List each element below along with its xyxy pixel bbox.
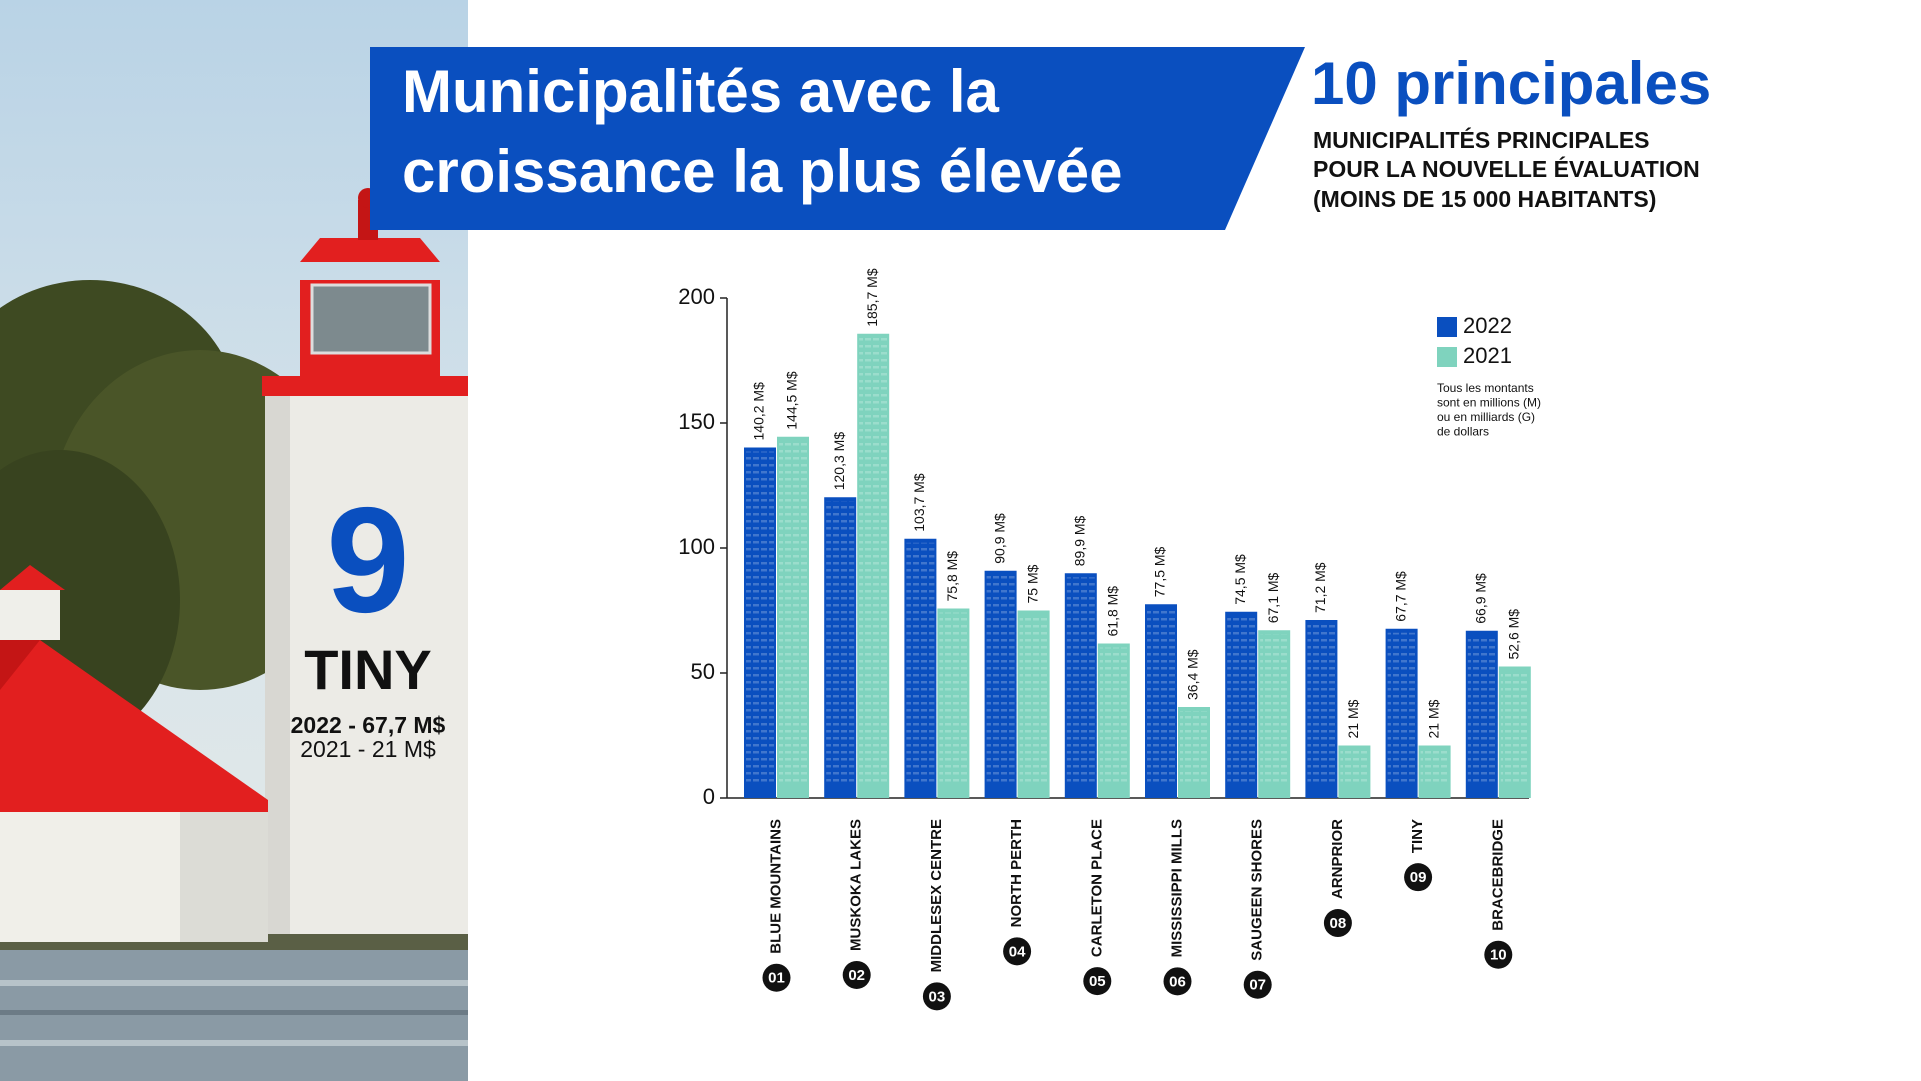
value-label: 66,9 M$ <box>1473 573 1489 624</box>
bar-texture <box>1340 749 1369 784</box>
value-label: 77,5 M$ <box>1152 546 1168 597</box>
bar-texture <box>939 612 968 784</box>
bar-texture <box>1180 711 1208 784</box>
rank-badge-label: 08 <box>1330 915 1347 932</box>
rank-2021: 2021 - 21 M$ <box>300 736 436 762</box>
rank-2022: 2022 - 67,7 M$ <box>291 712 446 738</box>
title-banner <box>370 47 1305 230</box>
rank-badge <box>762 963 791 992</box>
value-label: 21 M$ <box>1425 699 1441 738</box>
note: sont en millions (M) <box>1437 396 1541 410</box>
legend-swatch <box>1437 317 1457 337</box>
subtitle-line: POUR LA NOUVELLE ÉVALUATION <box>1313 155 1700 182</box>
bar-texture <box>1227 615 1256 784</box>
bar-texture <box>859 337 888 784</box>
x-tick-label: MUSKOKA LAKES <box>848 819 865 951</box>
rank-badge <box>1404 863 1433 892</box>
rank-badge <box>1243 970 1272 999</box>
value-label: 185,7 M$ <box>864 268 880 327</box>
value-label: 103,7 M$ <box>911 473 927 532</box>
rank-badge <box>1003 937 1032 966</box>
subtitle-line: (MOINS DE 15 000 HABITANTS) <box>1313 186 1656 212</box>
rank-badge-label: 07 <box>1249 977 1266 994</box>
rank-badge-label: 04 <box>1009 943 1026 960</box>
bar-texture <box>1387 632 1416 784</box>
rank-badge-label: 09 <box>1410 869 1427 886</box>
value-label: 140,2 M$ <box>751 382 767 441</box>
y-tick-label: 200 <box>678 284 715 309</box>
bar-texture <box>906 542 935 784</box>
rank-badge <box>1484 940 1513 969</box>
rank-badge-label: 06 <box>1169 973 1186 990</box>
bar-texture <box>779 440 807 784</box>
value-label: 52,6 M$ <box>1506 609 1522 660</box>
bar-texture <box>1307 624 1336 784</box>
top-heading: 10 principales <box>1311 50 1711 117</box>
y-tick-label: 100 <box>678 534 715 559</box>
x-tick-label: MIDDLESEX CENTRE <box>928 819 945 972</box>
rank-badge-label: 01 <box>768 970 785 987</box>
bar-texture <box>1500 670 1529 784</box>
x-tick-label: TINY <box>1409 819 1426 853</box>
x-tick-label: NORTH PERTH <box>1008 819 1025 927</box>
bar-texture <box>1420 749 1449 784</box>
x-tick-label: CARLETON PLACE <box>1088 819 1105 957</box>
rank-number: 9 <box>326 476 409 644</box>
rank-badge-label: 05 <box>1089 973 1106 990</box>
x-tick-label: MISSISSIPPI MILLS <box>1168 819 1185 957</box>
rank-badge-label: 10 <box>1490 947 1507 964</box>
note: ou en milliards (G) <box>1437 410 1535 424</box>
title-line: Municipalités avec la <box>402 58 1000 125</box>
value-label: 61,8 M$ <box>1105 586 1121 637</box>
rank-badge <box>922 982 951 1011</box>
value-label: 74,5 M$ <box>1232 554 1248 605</box>
bar-texture <box>746 451 774 784</box>
bar-texture <box>1260 634 1289 784</box>
x-tick-label: BRACEBRIDGE <box>1489 819 1506 931</box>
value-label: 120,3 M$ <box>831 432 847 491</box>
legend-label: 2022 <box>1463 313 1512 338</box>
note: de dollars <box>1437 425 1489 439</box>
x-tick-label: SAUGEEN SHORES <box>1249 819 1266 961</box>
rank-name: TINY <box>304 638 432 701</box>
value-label: 75,8 M$ <box>944 551 960 602</box>
bar-texture <box>826 501 855 784</box>
subtitle-line: MUNICIPALITÉS PRINCIPALES <box>1313 126 1650 153</box>
rank-badge-label: 03 <box>929 988 946 1005</box>
value-label: 21 M$ <box>1345 699 1361 738</box>
value-label: 67,7 M$ <box>1392 571 1408 622</box>
legend-swatch <box>1437 347 1457 367</box>
legend-label: 2021 <box>1463 343 1512 368</box>
value-label: 36,4 M$ <box>1185 649 1201 700</box>
rank-badge <box>842 960 871 989</box>
x-tick-label: ARNPRIOR <box>1329 819 1346 899</box>
y-tick-label: 50 <box>691 659 715 684</box>
rank-badge <box>1323 909 1352 938</box>
rank-badge <box>1083 967 1112 996</box>
value-label: 89,9 M$ <box>1072 515 1088 566</box>
bar-texture <box>1066 577 1095 784</box>
value-label: 67,1 M$ <box>1265 572 1281 623</box>
y-tick-label: 150 <box>678 409 715 434</box>
y-tick-label: 0 <box>703 784 715 809</box>
rank-badge-label: 02 <box>848 967 865 984</box>
rank-badge <box>1163 967 1192 996</box>
note: Tous les montants <box>1437 381 1534 395</box>
value-label: 75 M$ <box>1024 564 1040 603</box>
title-line: croissance la plus élevée <box>402 138 1122 205</box>
value-label: 71,2 M$ <box>1312 562 1328 613</box>
bar-texture <box>1019 614 1048 784</box>
value-label: 90,9 M$ <box>991 513 1007 564</box>
bar-texture <box>1099 647 1128 784</box>
x-tick-label: BLUE MOUNTAINS <box>767 819 784 954</box>
value-label: 144,5 M$ <box>784 371 800 430</box>
bar-texture <box>1467 634 1496 784</box>
bar-texture <box>1147 608 1175 784</box>
bar-texture <box>986 574 1015 784</box>
